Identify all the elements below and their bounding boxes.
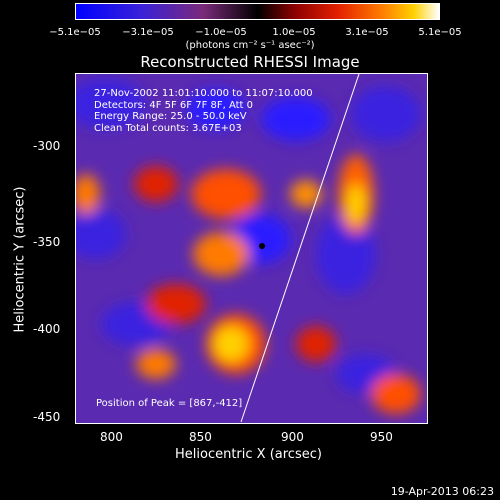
y-axis-label: Heliocentric Y (arcsec) <box>12 186 28 333</box>
info-counts: Clean Total counts: 3.67E+03 <box>94 122 242 134</box>
colorbar-tick: 5.1e−05 <box>418 27 462 38</box>
y-tick: -300 <box>33 139 61 153</box>
solar-map <box>76 74 427 423</box>
y-tick: -350 <box>33 235 61 249</box>
info-detectors: Detectors: 4F 5F 6F 7F 8F, Att 0 <box>94 99 254 111</box>
colorbar-tick: −1.0e−05 <box>195 27 247 38</box>
colorbar-tick: 1.0e−05 <box>272 27 316 38</box>
x-tick: 850 <box>189 430 212 444</box>
solar-limb-line <box>240 74 360 423</box>
peak-marker <box>259 243 265 249</box>
colorbar-unit: (photons cm⁻² s⁻¹ asec⁻²) <box>185 40 315 51</box>
colorbar <box>75 3 440 20</box>
y-tick: -400 <box>33 322 61 336</box>
colorbar-tick: 3.1e−05 <box>345 27 389 38</box>
x-tick: 900 <box>281 430 304 444</box>
timestamp: 19-Apr-2013 06:23 <box>390 485 494 498</box>
info-time-range: 27-Nov-2002 11:01:10.000 to 11:07:10.000 <box>94 88 313 99</box>
colorbar-tick: −5.1e−05 <box>49 27 101 38</box>
x-tick: 800 <box>100 430 123 444</box>
image-title: Reconstructed RHESSI Image <box>140 53 360 71</box>
x-tick: 950 <box>370 430 393 444</box>
info-energy-range: Energy Range: 25.0 - 50.0 keV <box>94 111 247 122</box>
peak-position: Position of Peak = [867,-412] <box>96 398 243 409</box>
rhessi-image-plot: 27-Nov-2002 11:01:10.000 to 11:07:10.000… <box>75 73 428 424</box>
map-blobs <box>76 79 421 414</box>
x-axis-label: Heliocentric X (arcsec) <box>175 447 322 462</box>
observation-info: 27-Nov-2002 11:01:10.000 to 11:07:10.000… <box>94 88 313 134</box>
y-tick: -450 <box>33 410 61 424</box>
colorbar-tick: −3.1e−05 <box>122 27 174 38</box>
